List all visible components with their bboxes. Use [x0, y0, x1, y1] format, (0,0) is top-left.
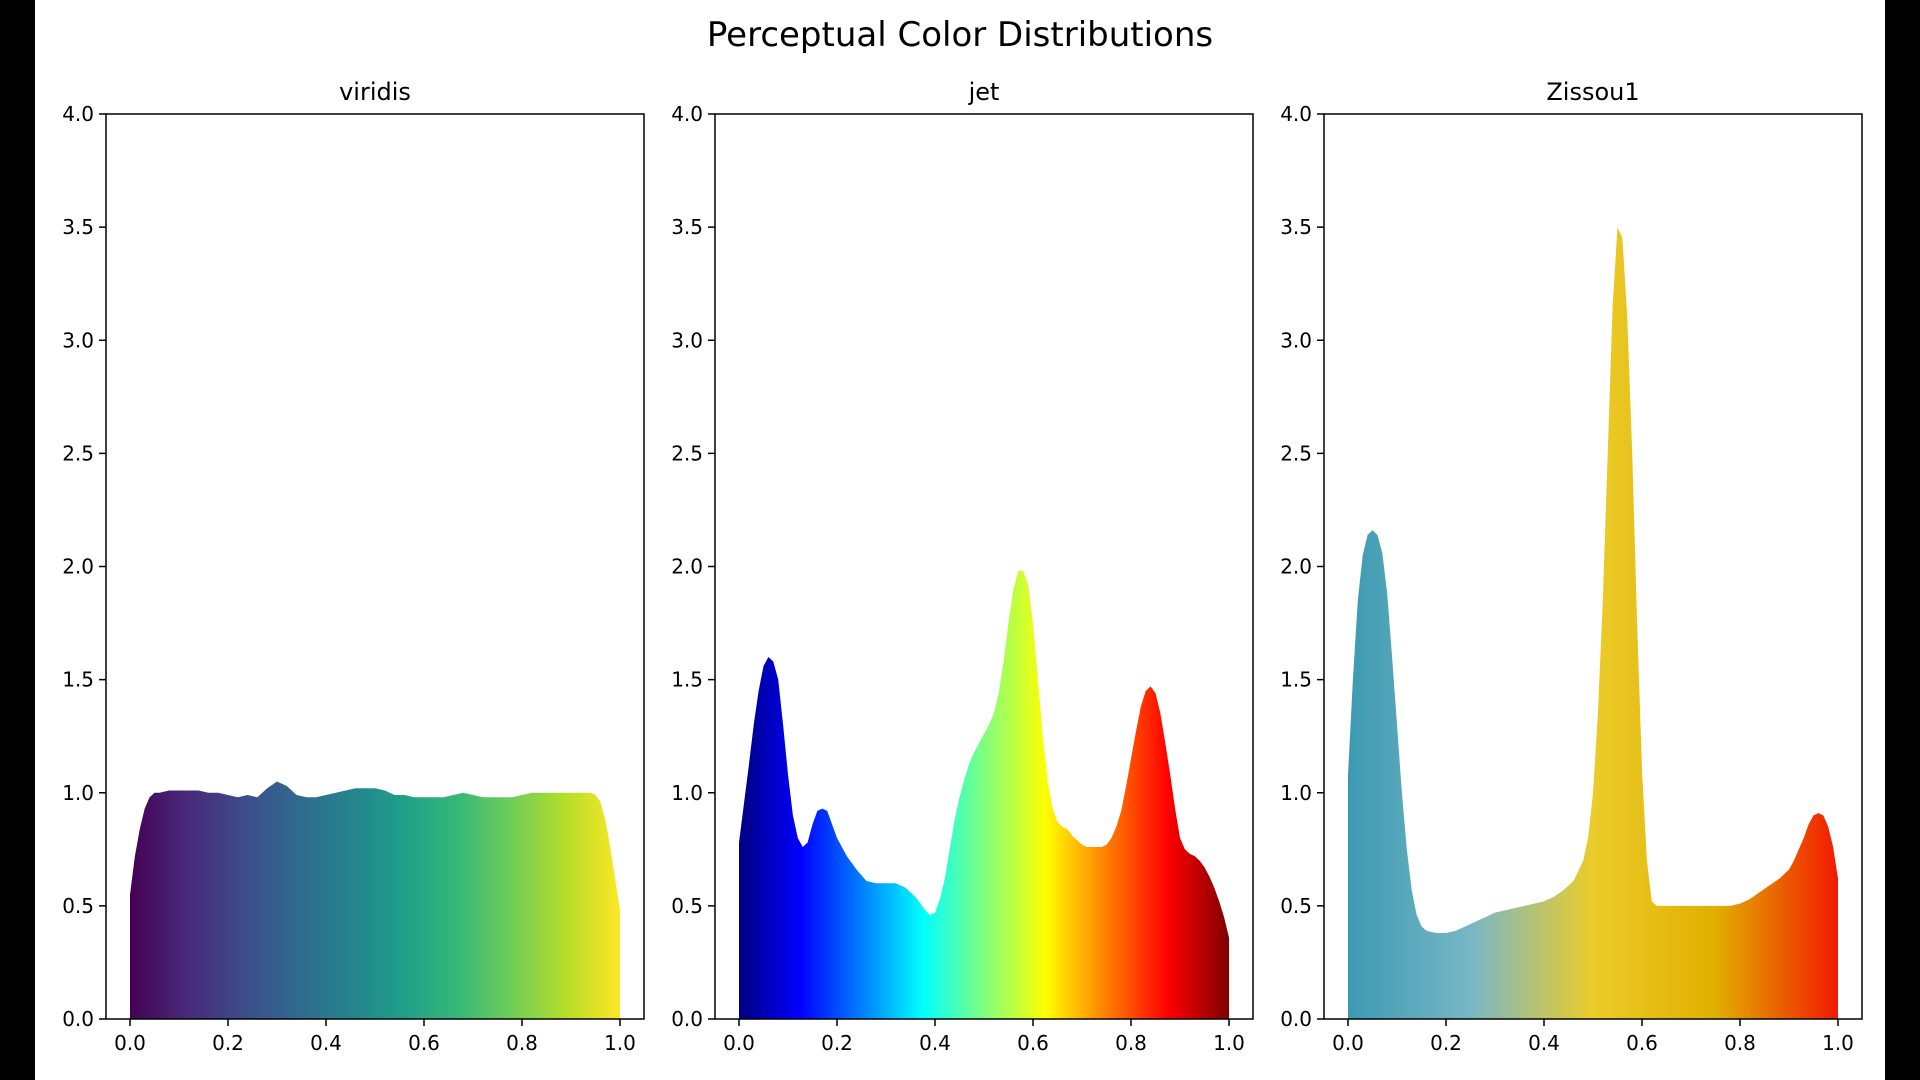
y-tick-label: 4.0 [1280, 102, 1312, 126]
subplot-title: Zissou1 [1546, 78, 1639, 106]
y-tick-label: 4.0 [671, 102, 703, 126]
y-tick-label: 3.5 [671, 215, 703, 239]
y-tick-label: 1.0 [62, 781, 94, 805]
y-tick-label: 2.5 [1280, 441, 1312, 465]
x-tick-label: 0.4 [1528, 1031, 1560, 1055]
x-tick-label: 1.0 [1822, 1031, 1854, 1055]
density-area [130, 781, 620, 1019]
y-tick-label: 3.0 [671, 328, 703, 352]
x-tick-label: 0.6 [408, 1031, 440, 1055]
y-tick-label: 2.0 [62, 555, 94, 579]
y-tick-label: 1.0 [671, 781, 703, 805]
x-tick-label: 1.0 [604, 1031, 636, 1055]
subplot-title: jet [968, 78, 1000, 106]
y-tick-label: 2.5 [671, 441, 703, 465]
y-tick-label: 1.5 [62, 668, 94, 692]
y-tick-label: 1.5 [671, 668, 703, 692]
y-tick-label: 2.5 [62, 441, 94, 465]
x-tick-label: 0.4 [919, 1031, 951, 1055]
subplot-title: viridis [339, 78, 411, 106]
y-tick-label: 0.5 [62, 894, 94, 918]
x-tick-label: 0.0 [1332, 1031, 1364, 1055]
y-tick-label: 3.0 [62, 328, 94, 352]
x-tick-label: 0.2 [821, 1031, 853, 1055]
y-tick-label: 1.5 [1280, 668, 1312, 692]
x-tick-label: 0.2 [212, 1031, 244, 1055]
subplot-1: jet 0.0 0.5 1.0 1.5 2.0 2.5 3.0 3.5 4.0 0.0 0.2 0.4 0… [671, 78, 1254, 1055]
y-tick-label: 3.5 [62, 215, 94, 239]
x-tick-label: 0.2 [1430, 1031, 1462, 1055]
x-tick-label: 0.8 [1115, 1031, 1147, 1055]
x-tick-label: 1.0 [1213, 1031, 1245, 1055]
subplot-0: viridis 0.0 0.5 1.0 1.5 2.0 2.5 3.0 3.5 4.0 0.0 0.2… [62, 78, 645, 1055]
y-tick-label: 3.0 [1280, 328, 1312, 352]
x-tick-label: 0.8 [1724, 1031, 1756, 1055]
figure-title: Perceptual Color Distributions [707, 15, 1213, 55]
x-tick-label: 0.6 [1017, 1031, 1049, 1055]
figure: Perceptual Color Distributions viridis 0.… [35, 0, 1885, 1080]
x-tick-label: 0.8 [506, 1031, 538, 1055]
x-tick-label: 0.0 [723, 1031, 755, 1055]
x-tick-label: 0.4 [310, 1031, 342, 1055]
y-tick-label: 2.0 [1280, 555, 1312, 579]
y-tick-label: 3.5 [1280, 215, 1312, 239]
figure-canvas: Perceptual Color Distributions viridis 0.… [62, 15, 1863, 1055]
y-tick-label: 0.0 [671, 1007, 703, 1031]
y-tick-label: 0.5 [1280, 894, 1312, 918]
density-area [1348, 227, 1838, 1019]
y-tick-label: 2.0 [671, 555, 703, 579]
density-area [739, 571, 1229, 1019]
y-tick-label: 0.5 [671, 894, 703, 918]
y-tick-label: 1.0 [1280, 781, 1312, 805]
y-tick-label: 0.0 [62, 1007, 94, 1031]
x-tick-label: 0.0 [114, 1031, 146, 1055]
y-tick-label: 4.0 [62, 102, 94, 126]
x-tick-label: 0.6 [1626, 1031, 1658, 1055]
y-tick-label: 0.0 [1280, 1007, 1312, 1031]
subplot-2: Zissou1 0.0 0.5 1.0 1.5 2.0 2.5 3.0 3.5 4.0 0.0 0.2… [1280, 78, 1863, 1055]
